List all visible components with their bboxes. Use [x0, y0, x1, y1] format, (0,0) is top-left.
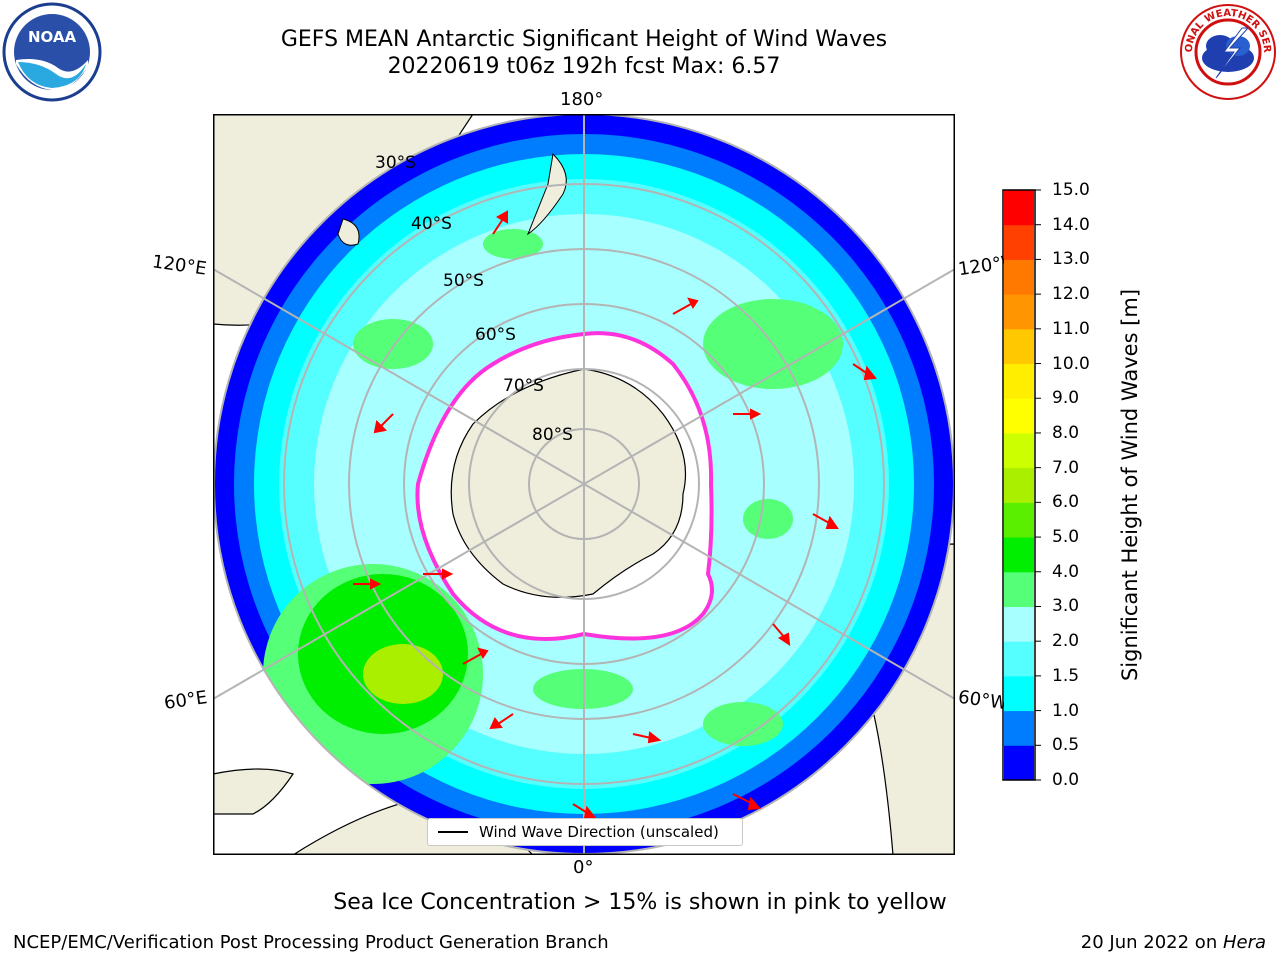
lat-label-40: 40°S: [411, 214, 452, 234]
legend-line-swatch: [438, 831, 468, 833]
colorbar-tick-label: 0.0: [1052, 770, 1080, 790]
colorbar-segment: [1004, 398, 1034, 434]
colorbar-tick-label: 3.0: [1052, 596, 1080, 617]
wind-wave-arrows: [353, 210, 877, 819]
colorbar-tick-label: 1.5: [1052, 665, 1080, 686]
colorbar-tick-label: 11.0: [1052, 318, 1090, 339]
colorbar-tick-label: 0.5: [1052, 735, 1080, 756]
colorbar-segment: [1004, 537, 1034, 573]
lat-label-80: 80°S: [532, 425, 573, 445]
direction-arrow: [373, 413, 394, 434]
sea-ice-caption: Sea Ice Concentration > 15% is shown in …: [333, 890, 947, 915]
noaa-logo: NOAA: [2, 2, 102, 102]
footer-branch: NCEP/EMC/Verification Post Processing Pr…: [13, 932, 609, 953]
direction-arrow: [852, 363, 877, 381]
lon-label-180: 180°: [560, 89, 604, 110]
colorbar-segment: [1004, 259, 1034, 295]
colorbar-tick-label: 8.0: [1052, 422, 1080, 443]
map-legend: Wind Wave Direction (unscaled): [427, 818, 743, 846]
land-tasmania: [337, 218, 360, 246]
direction-arrow: [423, 568, 454, 580]
colorbar-tick-label: 9.0: [1052, 388, 1080, 409]
colorbar-tick-label: 13.0: [1052, 249, 1090, 270]
colorbar-tick-label: 14.0: [1052, 214, 1090, 235]
footer-date-text: 20 Jun 2022 on: [1080, 932, 1223, 953]
lat-label-50: 50°S: [443, 271, 484, 291]
colorbar: [1002, 189, 1041, 781]
direction-arrow: [672, 297, 699, 315]
svg-text:NOAA: NOAA: [28, 28, 77, 46]
colorbar-segment: [1004, 432, 1034, 469]
direction-arrow: [812, 513, 839, 529]
lat-label-70: 70°S: [503, 376, 544, 396]
colorbar-tick-label: 10.0: [1052, 353, 1090, 374]
polar-map: 30°S 40°S 50°S 60°S 70°S 80°S: [213, 114, 955, 855]
colorbar-tick-label: 6.0: [1052, 492, 1080, 513]
colorbar-label: Significant Height of Wind Waves [m]: [1118, 288, 1142, 682]
colorbar-segment: [1004, 363, 1034, 399]
legend-label: Wind Wave Direction (unscaled): [479, 823, 719, 841]
colorbar-tick-label: 7.0: [1052, 457, 1080, 478]
direction-arrow: [489, 713, 514, 730]
colorbar-tick-label: 15.0: [1052, 180, 1090, 200]
direction-arrow: [492, 210, 508, 235]
direction-arrow: [733, 408, 762, 420]
colorbar-segment: [1004, 224, 1034, 260]
colorbar-segment: [1004, 328, 1034, 365]
colorbar-segment: [1004, 571, 1034, 607]
lon-label-60e: 60°E: [162, 687, 209, 714]
colorbar-segment: [1004, 710, 1034, 746]
colorbar-segment: [1004, 502, 1034, 538]
colorbar-segment: [1004, 745, 1034, 781]
footer-date: 20 Jun 2022 on Hera: [1081, 932, 1266, 953]
colorbar-tick-label: 2.0: [1052, 631, 1080, 652]
colorbar-segment: [1004, 190, 1034, 226]
map-frame: [213, 114, 955, 855]
colorbar-segment: [1004, 606, 1034, 642]
direction-arrow: [462, 647, 489, 665]
lon-label-120e: 120°E: [150, 251, 208, 280]
direction-arrow: [732, 793, 762, 811]
direction-arrow: [772, 623, 791, 647]
land-new-zealand: [526, 152, 567, 236]
nws-logo: NATIONAL WEATHER SERVICE: [1178, 2, 1276, 100]
colorbar-tick-label: 1.0: [1052, 700, 1080, 721]
colorbar-tick-label: 12.0: [1052, 284, 1090, 305]
colorbar-tick-label: 4.0: [1052, 561, 1080, 582]
colorbar-segment: [1004, 467, 1034, 503]
footer-host: Hera: [1222, 932, 1266, 953]
colorbar-segment: [1004, 675, 1034, 712]
colorbar-segment: [1004, 641, 1034, 677]
colorbar-tick-label: 5.0: [1052, 527, 1080, 548]
lat-label-60: 60°S: [475, 325, 516, 345]
colorbar-frame: [1002, 189, 1036, 781]
lon-label-0: 0°: [573, 857, 594, 878]
chart-title: GEFS MEAN Antarctic Significant Height o…: [280, 27, 888, 52]
direction-arrow: [632, 731, 662, 744]
lat-label-30: 30°S: [375, 153, 416, 173]
direction-arrow: [353, 578, 382, 590]
chart-subtitle: 20220619 t06z 192h fcst Max: 6.57: [387, 54, 781, 79]
colorbar-segment: [1004, 294, 1034, 330]
